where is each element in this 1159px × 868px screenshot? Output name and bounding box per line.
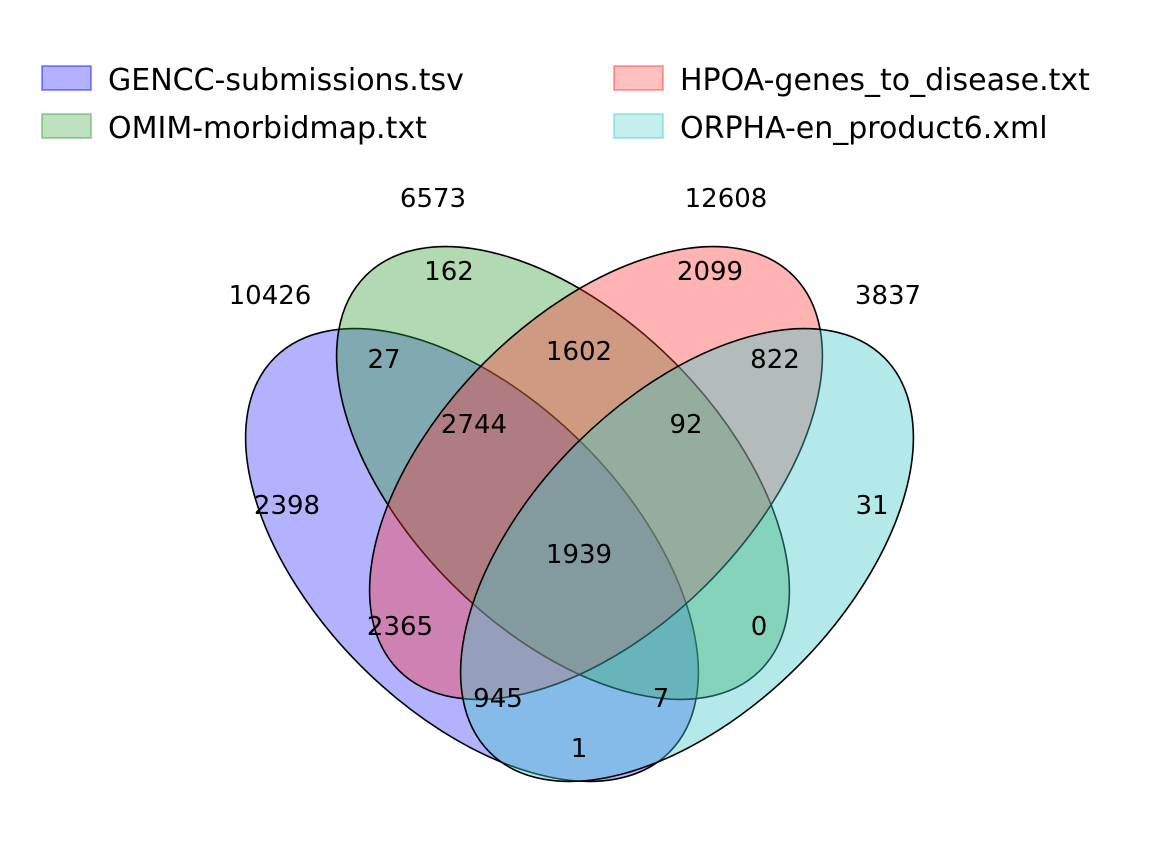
legend-swatch-gencc (41, 65, 92, 91)
total-omim: 6573 (400, 184, 466, 214)
total-hpoa: 12608 (685, 184, 768, 214)
region-omim-hpoa: 1602 (546, 337, 612, 367)
ellipse-omim (335, 245, 791, 701)
ellipse-gencc (244, 327, 700, 783)
total-orpha: 3837 (855, 281, 921, 311)
region-hpoa-orpha: 822 (750, 345, 800, 375)
legend-swatch-orpha (613, 113, 664, 139)
legend-label-hpoa: HPOA-genes_to_disease.txt (680, 63, 1090, 98)
legend-label-omim: OMIM-morbidmap.txt (108, 111, 427, 146)
region-gencc-only: 2398 (254, 491, 320, 521)
region-gencc-omim: 27 (367, 345, 400, 375)
region-orpha-only: 31 (855, 491, 888, 521)
ellipse-hpoa (368, 245, 824, 701)
legend-swatch-omim (41, 113, 92, 139)
set-ellipses (244, 245, 915, 783)
region-gencc-hpoa: 2365 (367, 612, 433, 642)
region-all-four: 1939 (546, 540, 612, 570)
legend-label-orpha: ORPHA-en_product6.xml (680, 111, 1048, 146)
region-gencc-omim-orpha: 7 (653, 684, 670, 714)
region-omim-only: 162 (424, 257, 474, 287)
set-totals: 10426 6573 12608 3837 (229, 184, 921, 311)
region-hpoa-only: 2099 (677, 257, 743, 287)
region-gencc-orpha: 1 (571, 734, 588, 764)
total-gencc: 10426 (229, 281, 312, 311)
legend-label-gencc: GENCC-submissions.tsv (108, 63, 464, 98)
ellipse-orpha (459, 327, 915, 783)
legend-swatch-hpoa (613, 65, 664, 91)
region-gencc-hpoa-orpha: 945 (473, 684, 523, 714)
region-omim-orpha: 0 (751, 612, 768, 642)
region-omim-hpoa-orpha: 92 (669, 410, 702, 440)
region-counts: 2398 162 2099 31 27 1602 822 2744 92 193… (254, 257, 889, 764)
region-gencc-omim-hpoa: 2744 (441, 410, 507, 440)
legend: GENCC-submissions.tsv OMIM-morbidmap.txt… (41, 63, 1090, 146)
